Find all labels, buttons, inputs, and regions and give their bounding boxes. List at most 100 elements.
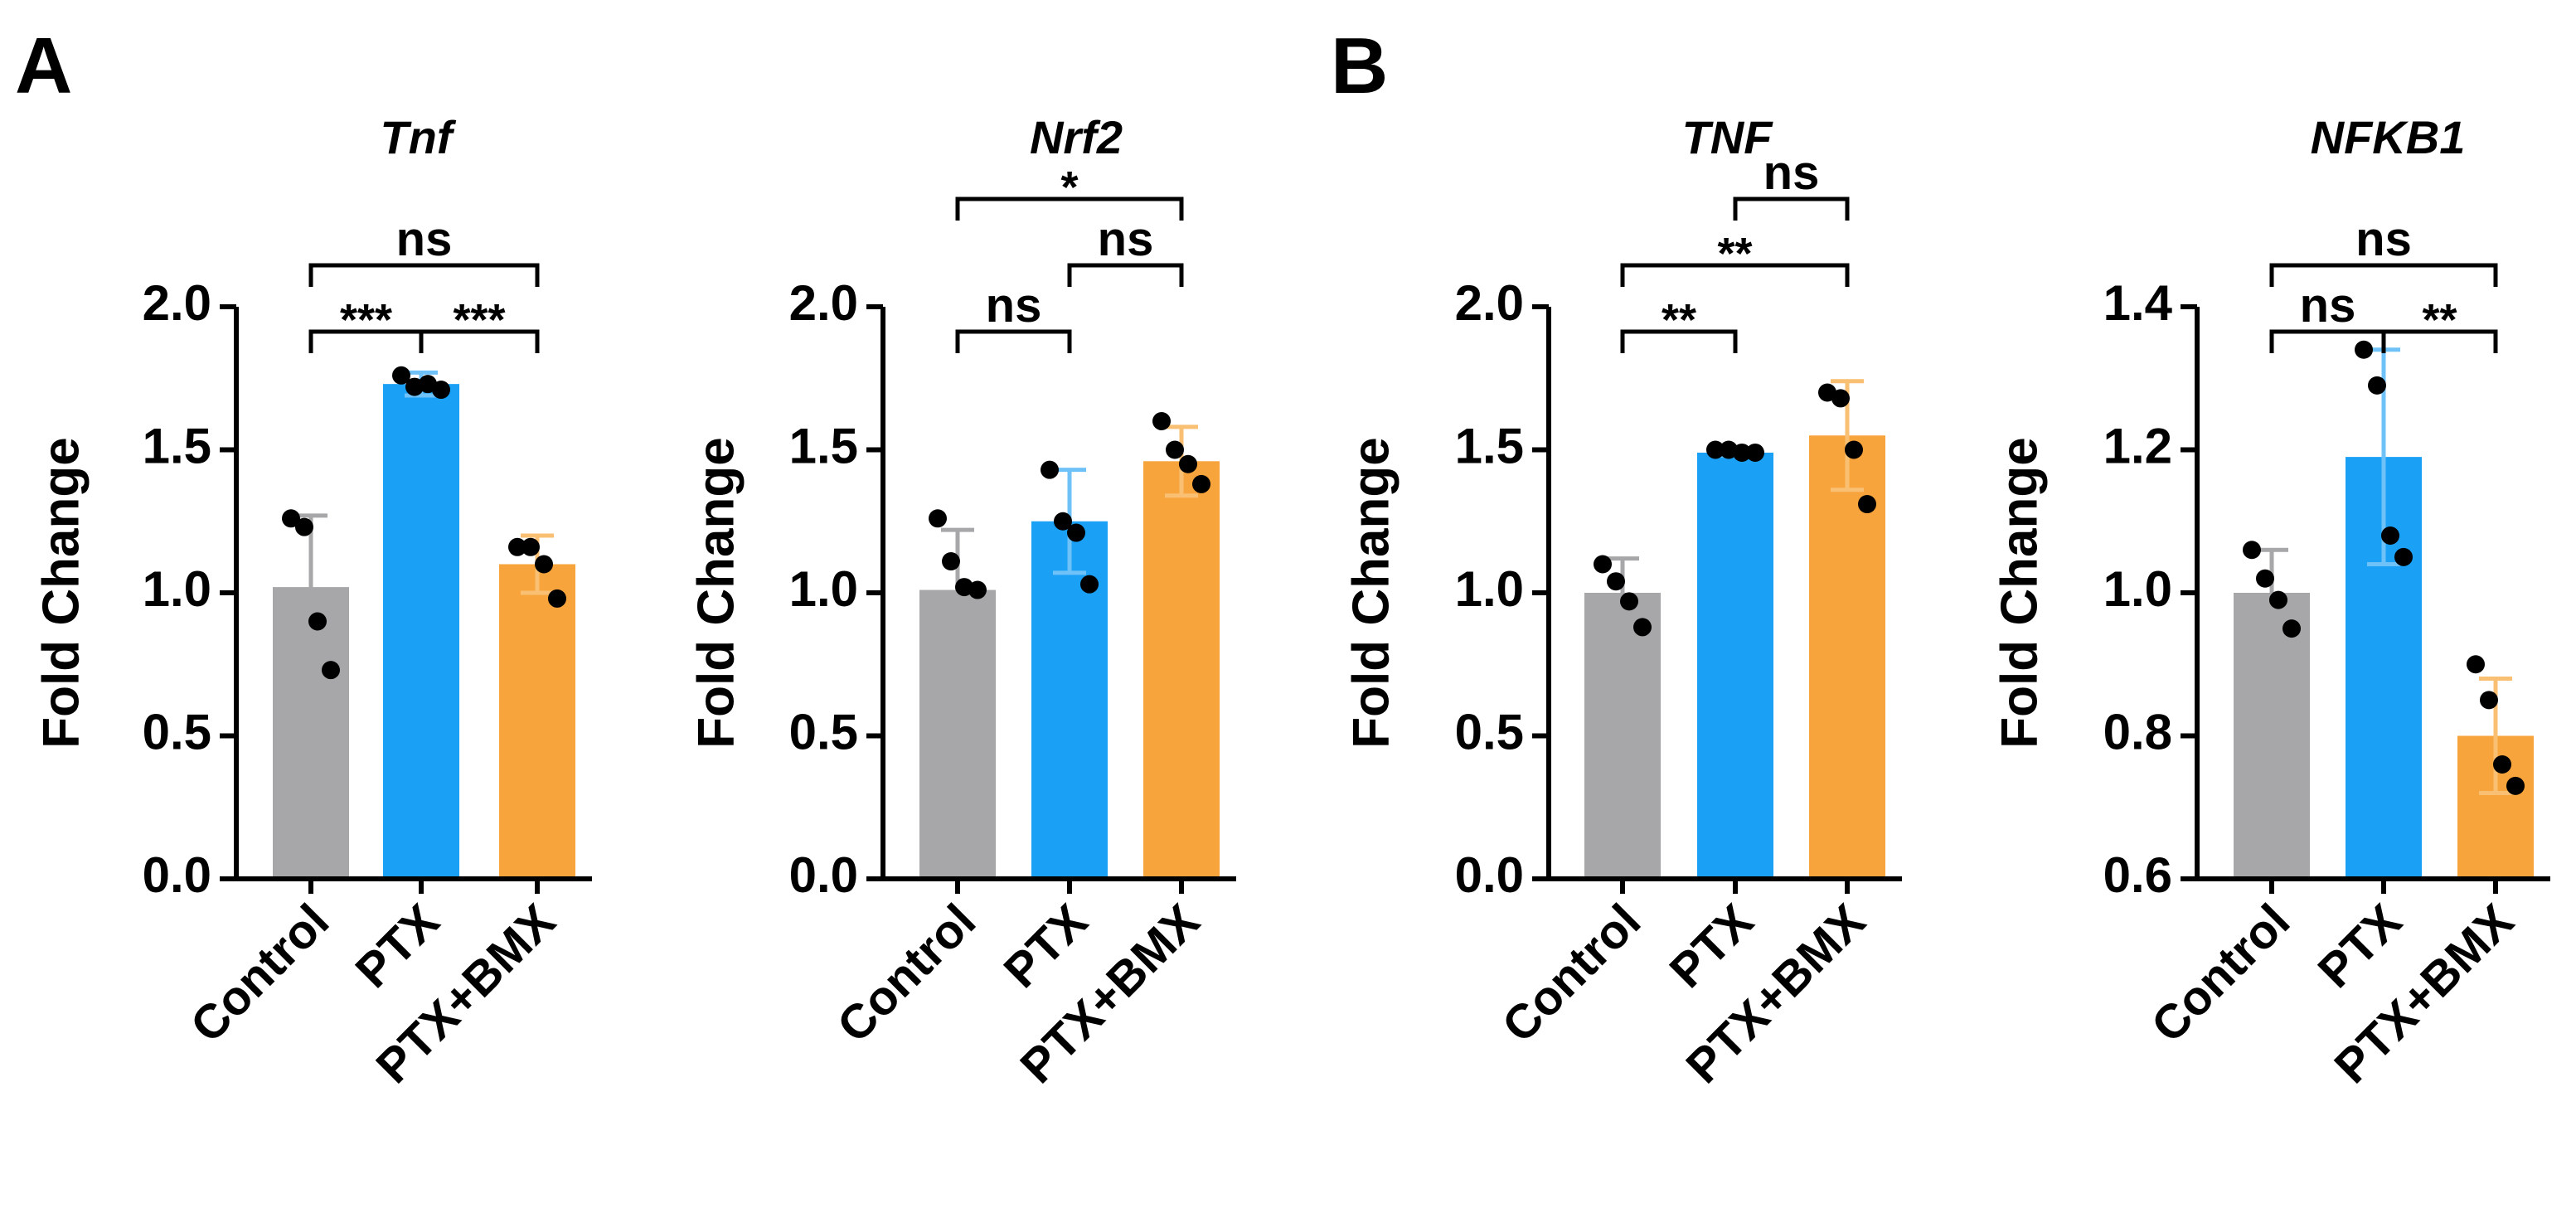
significance-label: *** [340,295,392,345]
panel-letter-a: A [15,22,72,110]
data-point [1054,512,1072,531]
significance-bracket [1620,263,1850,287]
data-point [1633,618,1652,637]
data-point [1620,592,1638,611]
significance-label: *** [453,295,505,345]
significance-label: ns [2355,212,2412,266]
data-point [1607,572,1625,591]
data-point [1192,474,1210,493]
y-tick-label: 1.2 [2103,418,2172,473]
data-point [508,537,526,556]
data-point [535,555,553,574]
bar-control [2234,593,2310,879]
significance-bracket [955,196,1184,221]
data-point [1831,389,1850,408]
significance-bracket [2269,263,2498,287]
y-axis-label: Fold Change [687,437,745,748]
x-tick-label: Control [827,894,986,1053]
significance-bracket [1620,329,1738,353]
significance-label: ns [396,212,453,266]
x-tick-label: Control [180,894,339,1053]
bar-ptx [1031,521,1108,879]
significance-bracket [308,263,540,287]
significance-label: ns [2300,279,2356,332]
chart-title: Tnf [380,111,456,163]
bar-control [1584,593,1661,879]
significance-label: ns [1098,212,1154,266]
significance-label: * [1060,163,1078,212]
data-point [432,381,450,400]
data-point [522,537,540,556]
y-axis-label: Fold Change [1342,437,1400,748]
bar-ptx-bmx [499,564,575,879]
data-point [2467,655,2485,674]
y-tick-label: 1.0 [2103,561,2172,617]
data-point [1733,443,1751,462]
data-point [1706,440,1725,459]
significance-label: ns [1763,146,1820,200]
y-tick-label: 0.0 [143,847,211,903]
data-point [392,366,410,385]
bar-ptx [383,384,459,879]
y-tick-label: 0.6 [2103,847,2172,903]
data-point [1594,555,1612,574]
data-point [2506,776,2525,795]
significance-bracket [1733,196,1850,221]
data-point [2283,619,2301,638]
y-tick-label: 1.0 [143,561,211,617]
y-tick-label: 0.5 [1455,704,1524,759]
x-tick-label: Control [1492,894,1651,1053]
data-point [2394,547,2413,566]
y-tick-label: 2.0 [143,275,211,331]
y-axis-label: Fold Change [1991,437,2048,748]
data-point [2256,569,2274,588]
y-tick-label: 0.8 [2103,704,2172,759]
y-tick-label: 1.0 [789,561,858,617]
chart-title: TNF [1682,111,1774,163]
data-point [1041,460,1059,479]
y-tick-label: 1.0 [1455,561,1524,617]
y-tick-label: 2.0 [789,275,858,331]
y-tick-label: 1.4 [2103,275,2173,331]
y-tick-label: 2.0 [1455,275,1524,331]
data-point [1080,575,1099,594]
significance-label: ** [2422,295,2457,345]
data-point [1845,440,1863,459]
y-tick-label: 0.5 [143,704,211,759]
data-point [2493,755,2511,774]
data-point [548,589,566,608]
x-tick-label: Control [2141,894,2300,1053]
significance-label: ns [986,279,1042,332]
y-tick-label: 1.5 [143,418,211,473]
data-point [929,509,947,528]
data-point [2269,590,2287,609]
data-point [2368,376,2386,395]
y-tick-label: 0.0 [1455,847,1524,903]
y-tick-label: 1.5 [1455,418,1524,473]
chart-title: Nrf2 [1030,111,1123,163]
chart-title: NFKB1 [2311,111,2466,163]
significance-bracket [1067,263,1184,287]
significance-label: ** [1662,295,1696,345]
data-point [308,612,327,631]
y-tick-label: 0.5 [789,704,858,759]
data-point [942,552,960,571]
data-point [1858,495,1876,514]
data-point [1067,523,1085,542]
data-point [282,509,300,528]
data-point [295,517,313,536]
data-point [2243,541,2261,560]
significance-bracket [955,329,1072,353]
data-point [2480,691,2498,710]
y-tick-label: 0.0 [789,847,858,903]
data-point [2355,340,2373,359]
bar-ptx [1697,452,1773,879]
panel-letter-b: B [1331,22,1388,110]
data-point [1166,440,1184,459]
